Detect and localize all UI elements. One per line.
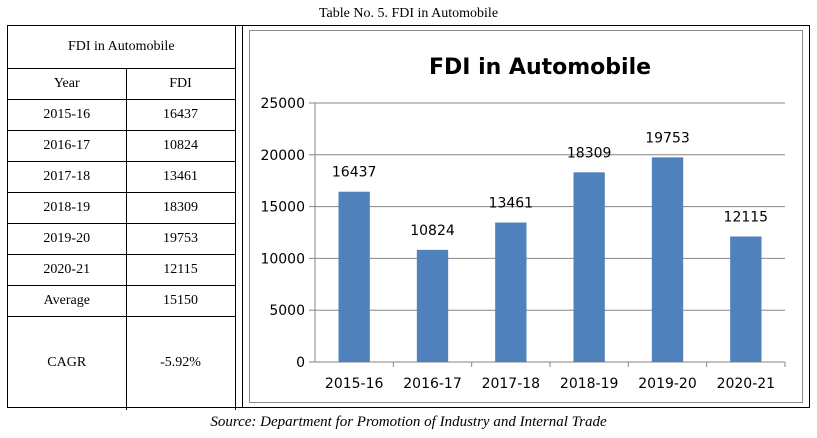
average-value: 15150 (125, 284, 236, 317)
row-year: 2018-19 (8, 191, 127, 224)
y-tick-label: 5000 (269, 303, 305, 319)
chart-title: FDI in Automobile (429, 55, 651, 80)
table-frame: FDI in Automobile Year FDI 2015-16 16437… (7, 25, 810, 410)
table-caption: Table No. 5. FDI in Automobile (318, 6, 499, 21)
data-label: 19753 (645, 130, 690, 146)
header-year: Year (8, 67, 127, 100)
row-fdi: 12115 (125, 253, 236, 286)
bar (730, 236, 762, 362)
data-label: 10824 (410, 223, 455, 239)
row-year: 2017-18 (8, 160, 127, 193)
data-label: 18309 (567, 145, 612, 161)
bar (495, 222, 527, 362)
header-fdi: FDI (125, 67, 236, 100)
row-fdi: 16437 (125, 98, 236, 131)
table-row: 2020-21 12115 (8, 253, 236, 286)
data-label: 12115 (724, 209, 769, 225)
y-tick-label: 20000 (260, 148, 305, 164)
table-row: 2015-16 16437 (8, 98, 236, 131)
row-fdi: 10824 (125, 129, 236, 162)
table-title: FDI in Automobile (8, 26, 236, 69)
x-tick-label: 2016-17 (403, 376, 462, 392)
x-tick-label: 2017-18 (482, 376, 541, 392)
bar (338, 191, 370, 362)
cagr-label: CAGR (8, 315, 127, 410)
table-row: 2018-19 18309 (8, 191, 236, 224)
y-tick-label: 10000 (260, 251, 305, 267)
bar (416, 249, 449, 362)
table-row: 2016-17 10824 (8, 129, 236, 162)
fdi-table: FDI in Automobile Year FDI 2015-16 16437… (8, 26, 236, 410)
row-fdi: 13461 (125, 160, 236, 193)
row-year: 2015-16 (8, 98, 127, 131)
table-header-row: Year FDI (8, 67, 236, 100)
average-row: Average 15150 (8, 284, 236, 317)
data-label: 16437 (332, 165, 377, 181)
data-label: 13461 (489, 196, 534, 212)
table-row: 2019-20 19753 (8, 222, 236, 255)
table-row: 2017-18 13461 (8, 160, 236, 193)
row-fdi: 18309 (125, 191, 236, 224)
row-year: 2020-21 (8, 253, 127, 286)
cagr-row: CAGR -5.92% (8, 315, 236, 410)
bar (651, 157, 684, 362)
row-fdi: 19753 (125, 222, 236, 255)
bar-chart: FDI in Automobile 0 5000 10000 15000 20000 250… (260, 55, 786, 392)
bar (573, 172, 605, 362)
x-tick-label: 2019-20 (638, 376, 697, 392)
table-title-row: FDI in Automobile (8, 26, 236, 69)
x-tick-label: 2018-19 (560, 376, 619, 392)
y-tick-label: 0 (296, 355, 305, 371)
average-label: Average (8, 284, 127, 317)
row-year: 2016-17 (8, 129, 127, 162)
chart-panel: FDI in Automobile 0 5000 10000 15000 20000 250… (249, 30, 803, 403)
column-divider (242, 26, 243, 407)
x-tick-label: 2020-21 (717, 376, 776, 392)
source-note: Source: Department for Promotion of Indu… (210, 414, 607, 430)
cagr-value: -5.92% (125, 315, 236, 410)
y-tick-label: 25000 (260, 96, 305, 112)
x-tick-label: 2015-16 (325, 376, 384, 392)
row-year: 2019-20 (8, 222, 127, 255)
y-tick-label: 15000 (260, 200, 305, 216)
